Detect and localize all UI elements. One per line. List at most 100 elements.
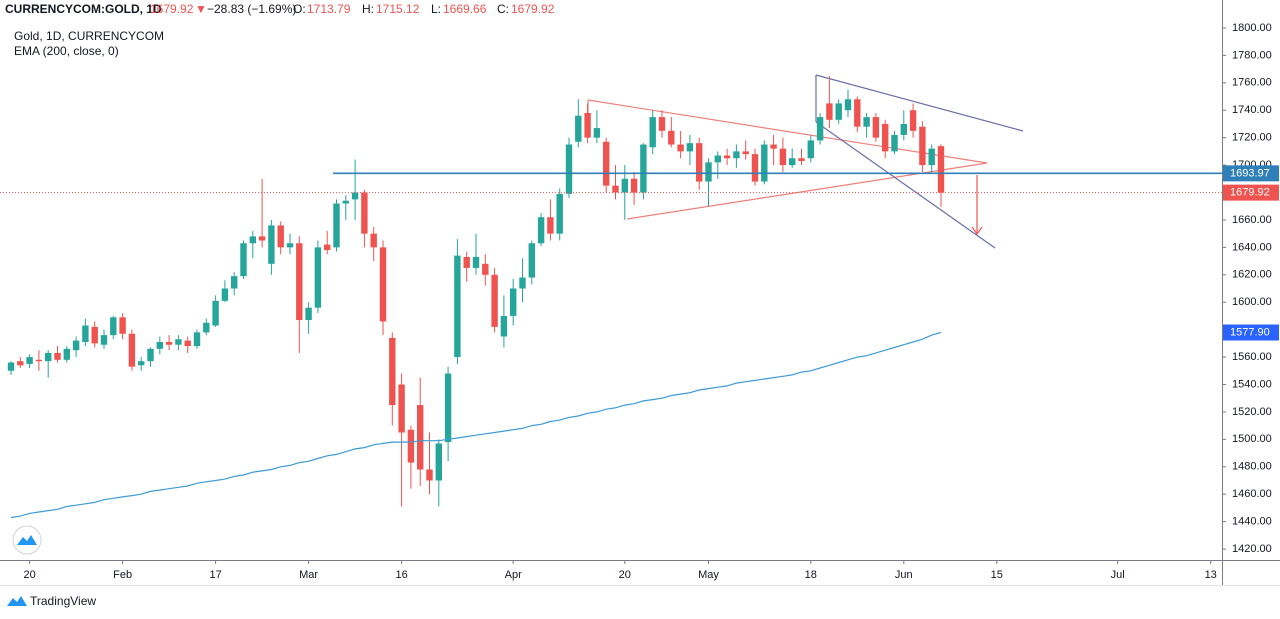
candle-body: [231, 276, 238, 289]
candle-body: [361, 192, 368, 234]
candle-body: [937, 146, 945, 193]
candle-body: [816, 117, 824, 141]
candle-body: [45, 352, 52, 362]
ema-badge: [1223, 324, 1279, 341]
candle-body: [463, 256, 470, 268]
y-tick-label: 1620.00: [1232, 269, 1272, 281]
low-value: 1669.66: [443, 2, 487, 16]
candle-body: [575, 115, 582, 142]
candle-body: [854, 99, 861, 127]
y-tick-label: 1520.00: [1232, 406, 1272, 418]
y-tick-label: 1480.00: [1232, 461, 1272, 473]
candle-body: [798, 158, 805, 161]
candle-body: [733, 151, 740, 159]
candle-body: [686, 143, 694, 152]
candle-body: [844, 99, 852, 111]
open-value: 1713.79: [307, 2, 351, 16]
candle-body: [835, 103, 842, 120]
candle-body: [807, 140, 814, 159]
candle-body: [138, 361, 145, 366]
candle-body: [491, 274, 498, 327]
candle-body: [54, 352, 61, 360]
candle-body: [751, 154, 759, 182]
y-tick-label: 1780.00: [1232, 49, 1272, 61]
x-tick-label: Jul: [1111, 569, 1125, 581]
candle-body: [342, 200, 349, 204]
x-tick-label: 13: [1205, 569, 1217, 581]
candle-body: [119, 317, 126, 334]
candle-body: [305, 307, 312, 321]
candle-body: [444, 373, 452, 443]
candle-body: [221, 288, 229, 301]
candle-body: [314, 247, 322, 308]
y-tick-label: 1500.00: [1232, 433, 1272, 445]
candle-body: [156, 341, 163, 349]
candle-body: [928, 148, 935, 166]
last-price-badge: [1223, 184, 1279, 201]
candle-body: [100, 335, 108, 345]
y-tick-label: 1560.00: [1232, 351, 1272, 363]
y-tick-label: 1800.00: [1232, 22, 1272, 34]
x-tick-label: 20: [23, 569, 35, 581]
candle-body: [677, 144, 684, 152]
low-label: L:: [431, 2, 441, 16]
candle-body: [324, 244, 331, 251]
x-tick-label: 17: [209, 569, 221, 581]
candle-body: [426, 469, 433, 481]
candle-body: [630, 178, 638, 193]
candle-body: [379, 247, 387, 322]
x-tick-label: 15: [991, 569, 1003, 581]
candle-body: [714, 155, 721, 163]
y-tick-label: 1420.00: [1232, 543, 1272, 555]
candle-body: [556, 193, 563, 234]
candle-body: [900, 123, 907, 135]
candle-body: [72, 340, 80, 351]
candle-body: [621, 178, 628, 193]
instrument: Gold, 1D, CURRENCYCOM: [14, 29, 164, 43]
candle-body: [7, 362, 15, 371]
candle-body: [454, 255, 461, 358]
level-badge-label: 1693.97: [1230, 167, 1270, 179]
candle-body: [417, 405, 424, 470]
candle-body: [696, 143, 703, 182]
candle-body: [333, 203, 340, 248]
candle-body: [482, 263, 489, 275]
x-tick-label: 18: [805, 569, 817, 581]
y-tick-label: 1660.00: [1232, 214, 1272, 226]
y-tick-label: 1760.00: [1232, 77, 1272, 89]
candle-body: [603, 141, 610, 186]
candle-body: [212, 300, 219, 326]
candle-body: [435, 443, 442, 481]
candle-body: [193, 332, 201, 347]
candle-body: [658, 117, 666, 131]
high-value: 1715.12: [376, 2, 420, 16]
candle-body: [17, 361, 24, 366]
candle-body: [612, 185, 619, 193]
candle-body: [649, 117, 656, 148]
y-tick-label: 1440.00: [1232, 516, 1272, 528]
candle-body: [277, 225, 284, 248]
candle-body: [872, 117, 880, 138]
x-tick-label: Feb: [113, 569, 132, 581]
x-tick-label: 20: [619, 569, 631, 581]
candle-body: [240, 243, 247, 277]
y-tick-label: 1460.00: [1232, 488, 1272, 500]
candle-body: [882, 123, 889, 152]
candle-body: [389, 337, 396, 406]
high-label: H:: [362, 2, 374, 16]
triangle-lower: [626, 162, 988, 220]
logo-badge[interactable]: [12, 525, 42, 555]
candle-body: [770, 144, 777, 149]
candle-body: [26, 357, 33, 364]
candle-body: [63, 348, 70, 360]
candle-body: [296, 243, 303, 321]
open-label: O:: [293, 2, 306, 16]
candle-body: [510, 288, 517, 316]
candle-body: [891, 134, 898, 152]
candle-body: [175, 339, 182, 345]
candle-body: [826, 103, 833, 120]
y-tick-label: 1640.00: [1232, 241, 1272, 253]
candle-body: [398, 384, 405, 433]
